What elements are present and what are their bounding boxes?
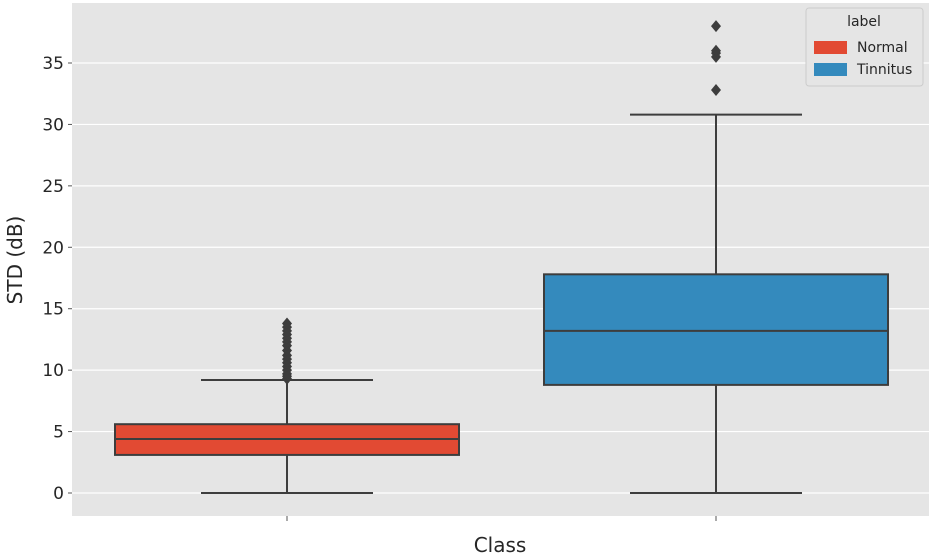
y-tick-label: 15 <box>42 300 64 320</box>
box-normal <box>114 317 460 494</box>
legend-label-tinnitus: Tinnitus <box>856 62 912 78</box>
outlier-point <box>282 317 292 330</box>
y-tick-label: 0 <box>53 484 64 504</box>
y-tick-labels: 0 5 10 15 20 25 30 35 <box>42 54 72 504</box>
outlier-point <box>711 20 721 33</box>
outlier-point <box>711 44 721 57</box>
boxes <box>114 20 889 494</box>
legend-title: label <box>847 14 881 30</box>
y-tick-label: 30 <box>42 115 64 135</box>
y-tick-label: 10 <box>42 361 64 381</box>
y-tick-label: 35 <box>42 54 64 74</box>
legend: label Normal Tinnitus <box>805 7 924 87</box>
legend-label-normal: Normal <box>857 40 908 56</box>
x-ticks <box>286 516 717 521</box>
y-tick-label: 5 <box>53 423 64 443</box>
y-axis-label: STD (dB) <box>3 216 27 305</box>
x-axis-label: Class <box>474 533 527 557</box>
legend-swatch-normal <box>814 41 847 54</box>
legend-swatch-tinnitus <box>814 63 847 76</box>
y-tick-label: 20 <box>42 238 64 258</box>
box-tinnitus <box>543 20 889 494</box>
y-tick-label: 25 <box>42 177 64 197</box>
outlier-point <box>711 84 721 97</box>
iqr-box <box>543 273 889 386</box>
